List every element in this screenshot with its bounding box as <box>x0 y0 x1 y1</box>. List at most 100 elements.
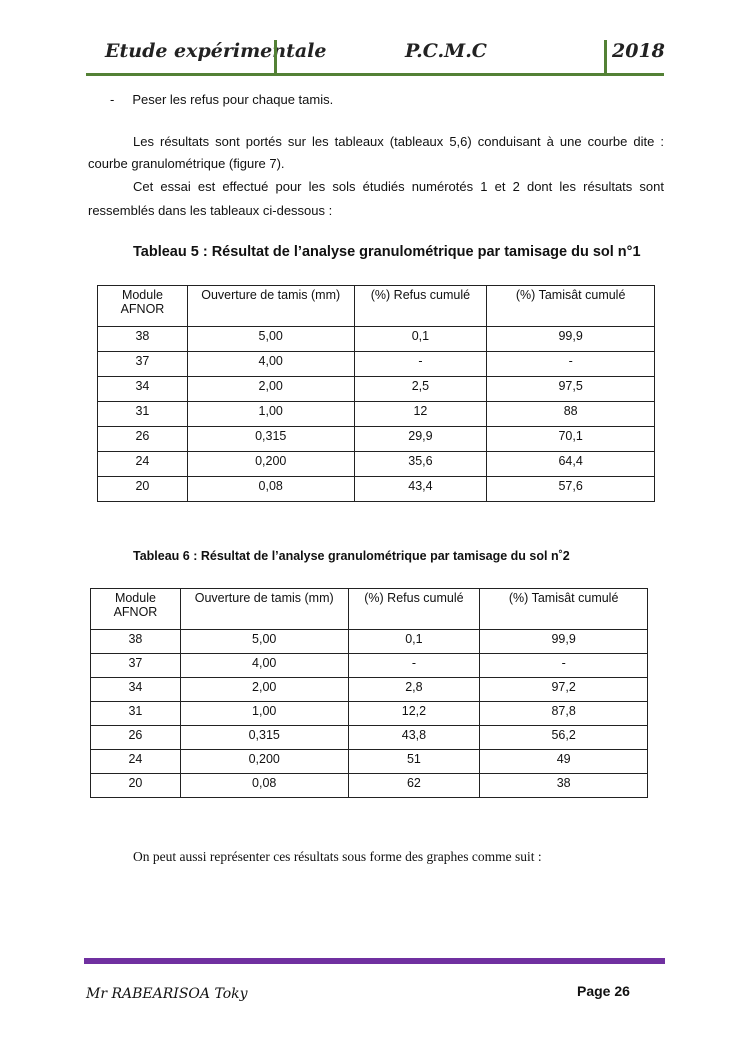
footer-rule <box>84 958 665 964</box>
table-cell: 24 <box>90 749 181 774</box>
table-cell: - <box>486 351 655 377</box>
bullet-marker: - <box>110 92 115 107</box>
table-cell: 56,2 <box>479 725 648 750</box>
table-row: 34 2,00 2,8 97,2 <box>90 677 648 702</box>
closing-text: On peut aussi représenter ces résultats … <box>133 849 542 864</box>
table-cell: 24 <box>97 451 188 477</box>
table-cell: 2,8 <box>347 677 481 702</box>
table-row: 24 0,200 51 49 <box>90 749 648 774</box>
table-cell: 2,00 <box>186 376 355 402</box>
header-right: 2018 <box>612 40 665 62</box>
table-cell: 0,08 <box>179 773 349 798</box>
table-cell: 0,315 <box>186 426 355 452</box>
table-cell: 70,1 <box>486 426 655 452</box>
table-row: 20 0,08 62 38 <box>90 773 648 798</box>
table-cell: 97,2 <box>479 677 648 702</box>
table-cell: 0,08 <box>186 476 355 502</box>
table-cell: 34 <box>97 376 188 402</box>
header-cell: (%) Refus cumulé <box>353 285 488 327</box>
table-row: 38 5,00 0,1 99,9 <box>90 629 648 654</box>
table-cell: 0,1 <box>353 326 488 352</box>
header-cell: Ouverture de tamis (mm) <box>186 285 355 327</box>
header-divider-2 <box>604 40 607 76</box>
table-cell: 20 <box>90 773 181 798</box>
table-row: 31 1,00 12 88 <box>97 401 655 427</box>
paragraph-1-line-2: courbe granulométrique (figure 7). <box>88 156 285 171</box>
table-cell: 51 <box>347 749 481 774</box>
header-center: P.C.M.C <box>405 40 487 62</box>
header-left: Etude expérimentale <box>105 40 327 62</box>
table-cell: 97,5 <box>486 376 655 402</box>
table-cell: 12,2 <box>347 701 481 726</box>
table-cell: - <box>347 653 481 678</box>
table-6-caption: Tableau 6 : Résultat de l’analyse granul… <box>133 549 570 563</box>
table-cell: 99,9 <box>479 629 648 654</box>
table-cell: 4,00 <box>179 653 349 678</box>
table-row: 34 2,00 2,5 97,5 <box>97 376 655 402</box>
table-row: 37 4,00- - <box>97 351 655 377</box>
table-cell: 38 <box>479 773 648 798</box>
table-row: 26 0,315 43,8 56,2 <box>90 725 648 750</box>
table-cell: 99,9 <box>486 326 655 352</box>
paragraph-1-line-1: Les résultats sont portés sur les tablea… <box>133 134 664 149</box>
table-cell: 1,00 <box>179 701 349 726</box>
table-cell: 0,315 <box>179 725 349 750</box>
table-cell: 0,200 <box>179 749 349 774</box>
table-row: 24 0,200 35,6 64,4 <box>97 451 655 477</box>
table-cell: 0,1 <box>347 629 481 654</box>
table-cell: 87,8 <box>479 701 648 726</box>
header-cell: (%) Tamisât cumulé <box>479 588 648 630</box>
page-number: Page 26 <box>577 983 630 999</box>
table-cell: 31 <box>97 401 188 427</box>
table-cell: 37 <box>97 351 188 377</box>
table-cell: 1,00 <box>186 401 355 427</box>
paragraph-2-line-1: Cet essai est effectué pour les sols étu… <box>133 179 664 194</box>
table-cell: 88 <box>486 401 655 427</box>
table-cell: 31 <box>90 701 181 726</box>
table-cell: 49 <box>479 749 648 774</box>
table-cell: 0,200 <box>186 451 355 477</box>
paragraph-2-line-2: ressemblés dans les tableaux ci-dessous … <box>88 203 333 218</box>
table-cell: 5,00 <box>186 326 355 352</box>
table-row: 37 4,00- - <box>90 653 648 678</box>
table-cell: - <box>479 653 648 678</box>
table-cell: 35,6 <box>353 451 488 477</box>
header-divider-1 <box>274 40 277 76</box>
header-cell: (%) Refus cumulé <box>347 588 481 630</box>
table-6: Module AFNOR Ouverture de tamis (mm) (%) R… <box>90 588 648 798</box>
table-header-row: Module AFNOR Ouverture de tamis (mm) (%) R… <box>97 285 655 327</box>
table-header-row: Module AFNOR Ouverture de tamis (mm) (%) R… <box>90 588 648 630</box>
table-cell: 34 <box>90 677 181 702</box>
table-cell: 26 <box>90 725 181 750</box>
table-cell: 43,4 <box>353 476 488 502</box>
table-cell: 5,00 <box>179 629 349 654</box>
table-5-caption: Tableau 5 : Résultat de l’analyse granul… <box>133 244 641 260</box>
header-rule <box>86 73 664 76</box>
table-cell: 2,5 <box>353 376 488 402</box>
table-cell: 62 <box>347 773 481 798</box>
table-row: 26 0,315 29,9 70,1 <box>97 426 655 452</box>
table-row: 31 1,00 12,2 87,8 <box>90 701 648 726</box>
bullet-item: - Peser les refus pour chaque tamis. <box>110 89 333 111</box>
table-row: 20 0,08 43,4 57,6 <box>97 476 655 502</box>
table-cell: 38 <box>90 629 181 654</box>
table-cell: - <box>353 351 488 377</box>
table-5: Module AFNOR Ouverture de tamis (mm) (%) R… <box>97 285 655 502</box>
table-row: 38 5,00 0,1 99,9 <box>97 326 655 352</box>
table-cell: 26 <box>97 426 188 452</box>
table-cell: 12 <box>353 401 488 427</box>
table-cell: 64,4 <box>486 451 655 477</box>
table-cell: 38 <box>97 326 188 352</box>
header-cell: (%) Tamisât cumulé <box>486 285 655 327</box>
bullet-text: Peser les refus pour chaque tamis. <box>132 92 334 107</box>
table-cell: 2,00 <box>179 677 349 702</box>
header-cell: Ouverture de tamis (mm) <box>179 588 349 630</box>
table-cell: 43,8 <box>347 725 481 750</box>
table-cell: 29,9 <box>353 426 488 452</box>
table-cell: 4,00 <box>186 351 355 377</box>
table-cell: 20 <box>97 476 188 502</box>
table-cell: 57,6 <box>486 476 655 502</box>
header-cell: Module AFNOR <box>97 285 188 327</box>
table-cell: 37 <box>90 653 181 678</box>
